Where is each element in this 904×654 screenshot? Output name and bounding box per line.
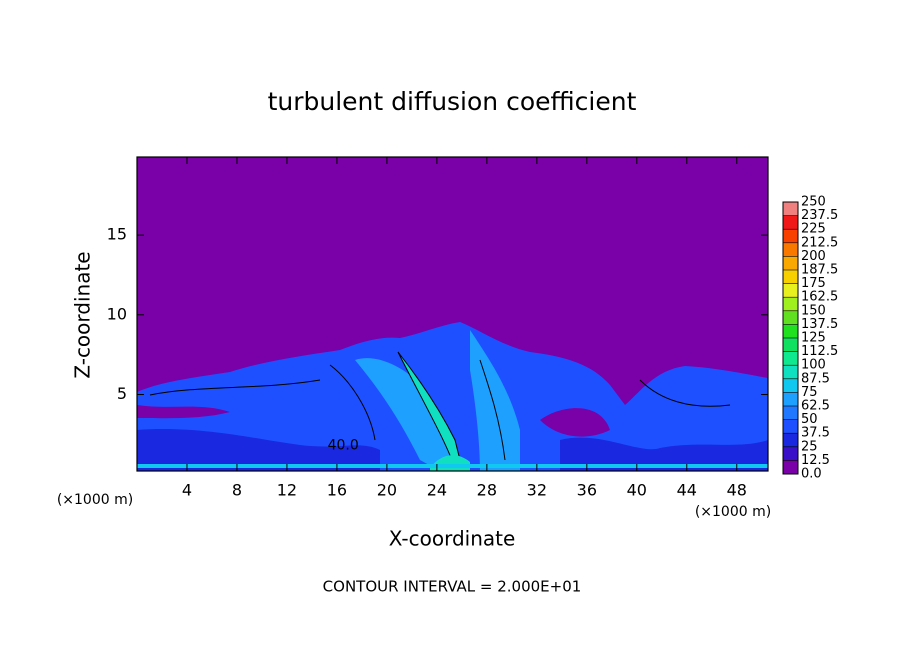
- field-region: [355, 358, 460, 471]
- field: [137, 157, 768, 471]
- x-tick-label: 28: [477, 481, 497, 500]
- y-tick-label: 15: [107, 225, 127, 244]
- colorbar-band: [783, 338, 798, 352]
- colorbar-label: 100: [801, 358, 826, 373]
- x-unit-label: (×1000 m): [695, 504, 771, 520]
- colorbar-label: 37.5: [801, 426, 830, 441]
- x-tick-label: 20: [377, 481, 397, 500]
- y-tick-label: 10: [107, 304, 127, 323]
- colorbar-label: 137.5: [801, 317, 838, 332]
- colorbar-band: [783, 406, 798, 420]
- x-tick-label: 24: [427, 481, 447, 500]
- colorbar-label: 200: [801, 249, 826, 264]
- colorbar-label: 212.5: [801, 235, 838, 250]
- contour-label: 40.0: [328, 437, 359, 453]
- x-tick-label: 16: [327, 481, 347, 500]
- x-tick-label: 36: [577, 481, 597, 500]
- colorbar-band: [783, 283, 798, 298]
- colorbar-label: 150: [801, 303, 826, 318]
- plot-frame: [136, 156, 769, 472]
- colorbar-band: [783, 324, 798, 338]
- field-region: [137, 322, 768, 471]
- colorbar-band: [783, 460, 798, 474]
- y-tick-label: 5: [117, 384, 127, 403]
- colorbar-band: [783, 365, 798, 379]
- colorbar-label: 187.5: [801, 263, 838, 278]
- field-region: [137, 428, 380, 471]
- colorbar-band: [783, 229, 798, 243]
- colorbar-band: [783, 378, 798, 393]
- colorbar-band: [783, 392, 798, 406]
- field-region: [137, 405, 230, 419]
- x-tick-label: 48: [727, 481, 747, 500]
- colorbar-band: [783, 351, 798, 366]
- colorbar-label: 12.5: [801, 453, 830, 468]
- colorbar-label: 175: [801, 276, 826, 291]
- x-unit-label: (×1000 m): [57, 492, 133, 508]
- colorbar-band: [783, 433, 798, 447]
- colorbar-band: [783, 297, 798, 311]
- contour-line: [149, 359, 731, 461]
- colorbar-label: 25: [801, 439, 818, 454]
- colorbar-label: 225: [801, 222, 826, 237]
- x-tick-label: 44: [677, 481, 697, 500]
- field-region: [560, 437, 768, 471]
- colorbar-label: 87.5: [801, 371, 830, 386]
- colorbar-label: 50: [801, 412, 818, 427]
- colorbar-label: 0.0: [801, 467, 822, 482]
- colorbar-band: [783, 419, 798, 434]
- y-axis-label: Z-coordinate: [71, 251, 95, 378]
- colorbar-band: [783, 270, 798, 284]
- colorbar-band: [783, 242, 798, 257]
- colorbar-label: 62.5: [801, 399, 830, 414]
- colorbar-label: 112.5: [801, 344, 838, 359]
- colorbar-band: [783, 256, 798, 270]
- footer: CONTOUR INTERVAL = 2.000E+01: [323, 578, 582, 596]
- x-tick-label: 32: [527, 481, 547, 500]
- field-region: [540, 408, 610, 437]
- x-tick-label: 12: [277, 481, 297, 500]
- colorbar-label: 162.5: [801, 290, 838, 305]
- x-axis-label: X-coordinate: [389, 527, 516, 551]
- x-tick-label: 4: [182, 481, 192, 500]
- x-tick-label: 40: [627, 481, 647, 500]
- colorbar-label: 250: [801, 195, 826, 210]
- colorbar-band: [783, 310, 798, 325]
- colorbar-band: [783, 446, 798, 461]
- colorbar-band: [783, 215, 798, 230]
- colorbar-label: 75: [801, 385, 818, 400]
- chart-title: turbulent diffusion coefficient: [268, 87, 637, 116]
- colorbar-label: 125: [801, 331, 826, 346]
- colorbar-band: [783, 202, 798, 216]
- field-region: [470, 330, 520, 471]
- x-tick-label: 8: [232, 481, 242, 500]
- colorbar-label: 237.5: [801, 208, 838, 223]
